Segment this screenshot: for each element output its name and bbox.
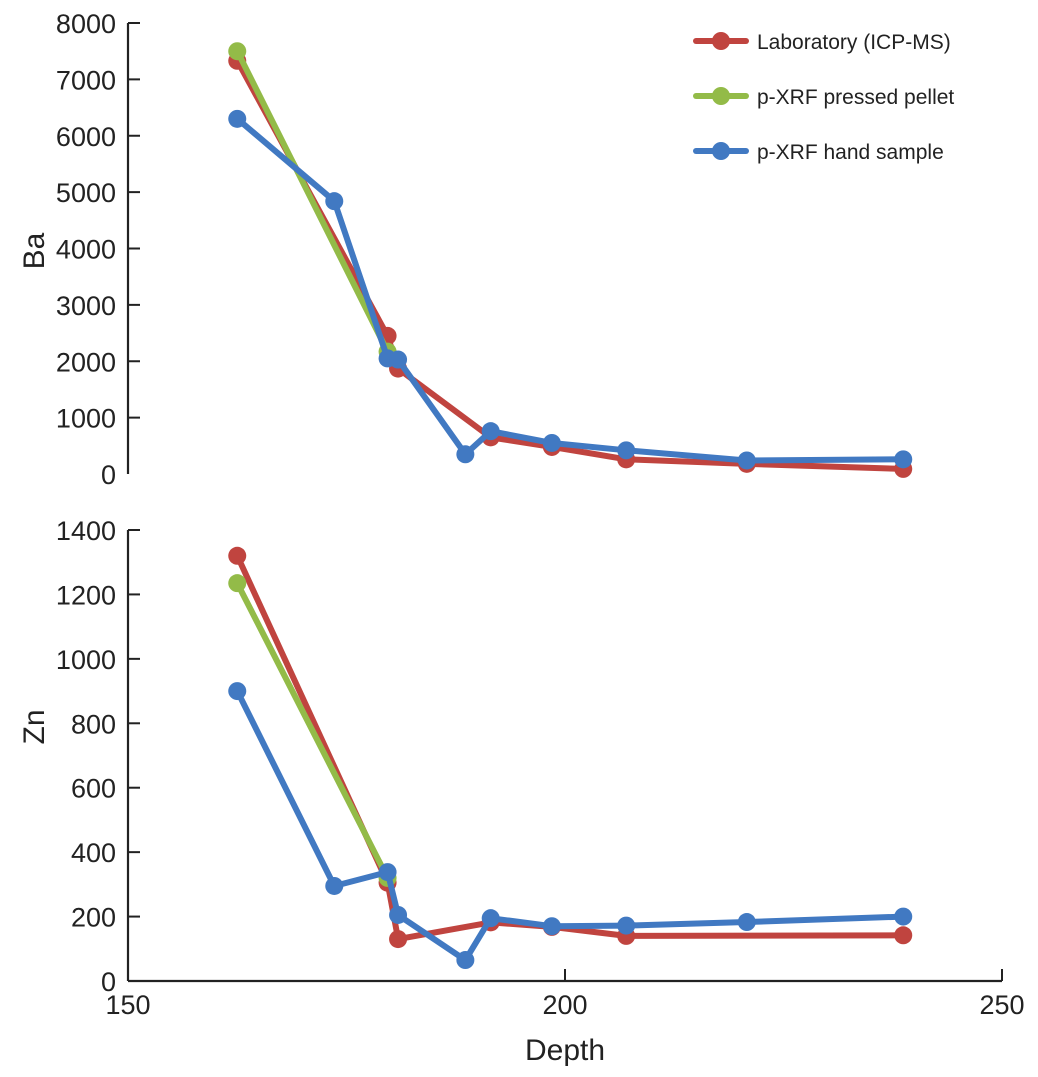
series-p-xrf-hand-sample <box>228 109 913 470</box>
data-point <box>228 546 247 565</box>
y-tick-label: 1000 <box>56 645 116 675</box>
series-line <box>234 115 907 464</box>
y-tick-label: 2000 <box>56 347 116 377</box>
y-tick-label: 4000 <box>56 235 116 265</box>
x-axis: 150 200 250 <box>105 969 1025 1020</box>
ba-panel: 0 1000 2000 3000 4000 5000 6000 7000 8000 Ba <box>18 9 913 490</box>
y-tick-label: 7000 <box>56 65 116 95</box>
legend-label: p-XRF pressed pellet <box>757 86 954 109</box>
series-laboratory-icp-ms <box>228 51 913 478</box>
y-tick-label: 6000 <box>56 122 116 152</box>
data-point <box>456 951 475 970</box>
y-tick-label: 8000 <box>56 9 116 39</box>
data-point <box>481 909 500 928</box>
data-point <box>325 876 344 895</box>
data-point <box>894 926 913 945</box>
y-tick-label: 5000 <box>56 178 116 208</box>
y-tick-label: 0 <box>101 967 116 997</box>
y-axis-title: Ba <box>18 232 51 269</box>
data-point <box>894 450 913 469</box>
x-tick-label: 200 <box>542 990 587 1020</box>
y-axis-title: Zn <box>18 709 51 744</box>
y-tick-label: 200 <box>71 903 116 933</box>
zn-panel: 0 200 400 600 800 1000 1200 1400 Zn <box>18 516 913 997</box>
data-point <box>389 905 408 924</box>
y-tick-label: 0 <box>101 460 116 490</box>
legend-swatch-marker <box>712 142 730 160</box>
data-point <box>542 917 561 936</box>
series-line <box>234 580 391 881</box>
y-tick-label: 1200 <box>56 580 116 610</box>
y-tick-label: 800 <box>71 709 116 739</box>
series-p-xrf-hand-sample <box>228 682 913 970</box>
x-axis-title: Depth <box>525 1034 605 1067</box>
data-point <box>378 863 397 882</box>
legend-item: p-XRF pressed pellet <box>693 86 954 109</box>
data-point <box>228 109 247 128</box>
legend-item: Laboratory (ICP-MS) <box>693 31 951 54</box>
data-point <box>617 441 636 460</box>
data-point <box>325 192 344 211</box>
data-point <box>737 451 756 470</box>
y-tick-label: 1400 <box>56 516 116 546</box>
data-point <box>481 422 500 441</box>
data-point <box>456 445 475 464</box>
y-tick-label: 600 <box>71 774 116 804</box>
series-line <box>234 48 391 355</box>
data-point <box>228 574 247 593</box>
legend-label: p-XRF hand sample <box>757 141 944 164</box>
legend-swatch-marker <box>712 32 730 50</box>
legend-item: p-XRF hand sample <box>693 141 944 164</box>
data-point <box>228 42 247 61</box>
y-tick-label: 3000 <box>56 291 116 321</box>
data-point <box>228 682 247 701</box>
data-point <box>389 930 408 949</box>
data-point <box>617 916 636 935</box>
data-point <box>894 907 913 926</box>
data-point <box>737 913 756 932</box>
x-tick-label: 250 <box>979 990 1024 1020</box>
series-line <box>234 688 907 964</box>
y-tick-label: 400 <box>71 838 116 868</box>
y-tick-label: 1000 <box>56 404 116 434</box>
data-point <box>542 433 561 452</box>
x-tick-label: 150 <box>105 990 150 1020</box>
legend: Laboratory (ICP-MS) p-XRF pressed pellet p… <box>693 31 954 164</box>
series-line <box>234 57 907 472</box>
legend-swatch-marker <box>712 87 730 105</box>
data-point <box>389 350 408 369</box>
legend-label: Laboratory (ICP-MS) <box>757 31 951 54</box>
